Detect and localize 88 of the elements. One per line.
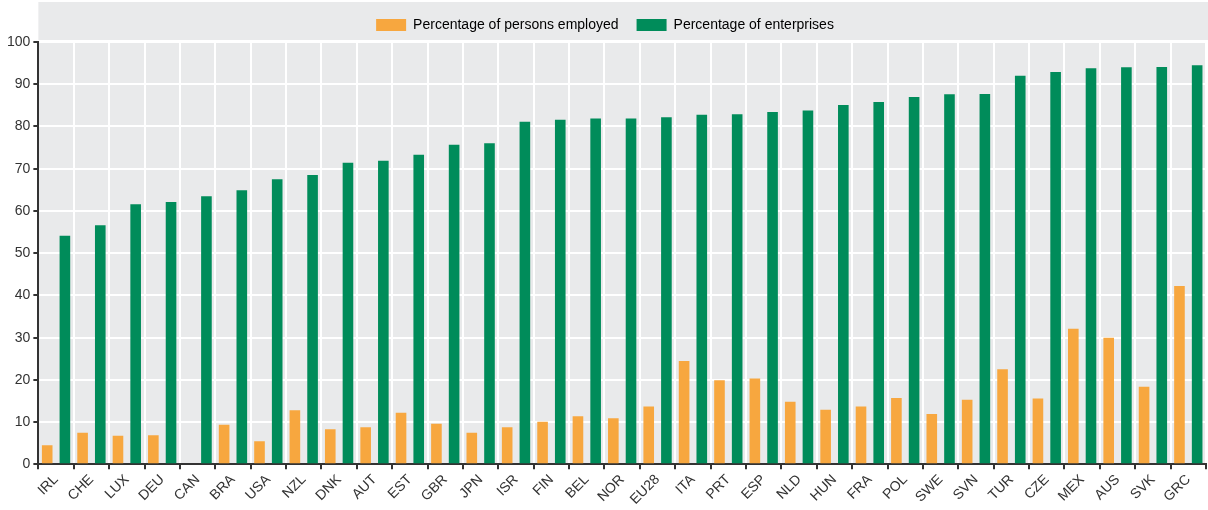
bar	[749, 378, 761, 464]
bar	[1191, 65, 1203, 464]
legend-label: Percentage of enterprises	[673, 15, 834, 32]
bar	[342, 162, 354, 464]
bar	[873, 101, 885, 464]
y-tick-label: 0	[22, 455, 31, 472]
bar	[838, 104, 849, 464]
bar	[625, 118, 637, 464]
x-tick-label: USA	[241, 470, 274, 503]
y-tick-label: 70	[14, 159, 31, 176]
x-tick-label: FIN	[529, 470, 557, 499]
bar	[944, 94, 955, 464]
bar	[997, 369, 1008, 464]
x-tick-label: NZL	[278, 470, 309, 501]
bar	[413, 154, 425, 464]
bar	[891, 398, 902, 464]
bar	[855, 406, 867, 464]
bar	[784, 401, 796, 464]
bar	[572, 416, 584, 464]
bar	[448, 144, 460, 464]
bar	[1121, 67, 1132, 464]
bar	[1068, 328, 1079, 464]
bar	[484, 143, 495, 464]
bar	[148, 435, 159, 464]
bar	[112, 435, 124, 464]
bar	[767, 112, 778, 464]
bar	[59, 235, 71, 464]
bar	[590, 118, 601, 464]
y-tick-label: 50	[14, 244, 31, 261]
x-tick-label: ISR	[493, 470, 521, 499]
bar	[926, 414, 938, 464]
bar	[731, 114, 743, 464]
bar	[608, 418, 619, 464]
bar	[678, 360, 690, 464]
bar	[218, 424, 230, 464]
bar	[307, 175, 318, 464]
bar	[289, 410, 301, 464]
bar	[1174, 286, 1185, 464]
bar	[271, 179, 283, 464]
bar	[554, 119, 566, 464]
bar	[77, 432, 88, 464]
bar	[1156, 66, 1168, 464]
bar	[661, 117, 672, 464]
bar	[1085, 68, 1097, 464]
x-tick-label: POL	[878, 470, 911, 502]
y-tick-label: 40	[14, 286, 31, 303]
bar	[1138, 386, 1150, 464]
y-tick-label: 100	[7, 32, 31, 49]
bar	[1032, 398, 1044, 464]
y-tick-label: 60	[14, 201, 31, 218]
bar	[201, 196, 212, 464]
bar	[1103, 337, 1114, 464]
y-tick-label: 90	[14, 75, 31, 92]
bar	[802, 110, 814, 464]
bar	[820, 409, 831, 464]
bar	[979, 93, 991, 464]
y-tick-label: 30	[14, 328, 31, 345]
bar	[94, 225, 106, 464]
x-tick-label: ITA	[671, 470, 699, 497]
y-tick-label: 80	[14, 117, 31, 134]
bar	[1050, 71, 1061, 464]
bar	[41, 445, 53, 464]
bar	[130, 204, 141, 464]
bar	[1014, 75, 1026, 464]
bar	[324, 429, 336, 464]
x-tick-label: FRA	[843, 470, 876, 502]
y-tick-label: 10	[14, 412, 31, 429]
x-tick-label: BEL	[561, 470, 592, 501]
bar	[537, 421, 548, 464]
bar	[714, 380, 725, 464]
bar	[908, 96, 920, 464]
bar	[431, 423, 442, 464]
bar	[466, 432, 478, 464]
bar	[643, 406, 655, 464]
bar	[519, 121, 531, 464]
bar	[395, 412, 407, 464]
bar	[696, 114, 708, 464]
x-tick-label: IRL	[34, 470, 62, 498]
bar	[236, 190, 248, 464]
bar	[165, 202, 177, 464]
x-tick-label: TUR	[984, 470, 1017, 503]
bar	[360, 427, 371, 464]
bar	[254, 441, 265, 464]
bar	[501, 427, 513, 464]
bar	[378, 160, 389, 464]
y-tick-label: 20	[14, 370, 31, 387]
legend-label: Percentage of persons employed	[413, 15, 619, 32]
bar	[961, 399, 973, 464]
